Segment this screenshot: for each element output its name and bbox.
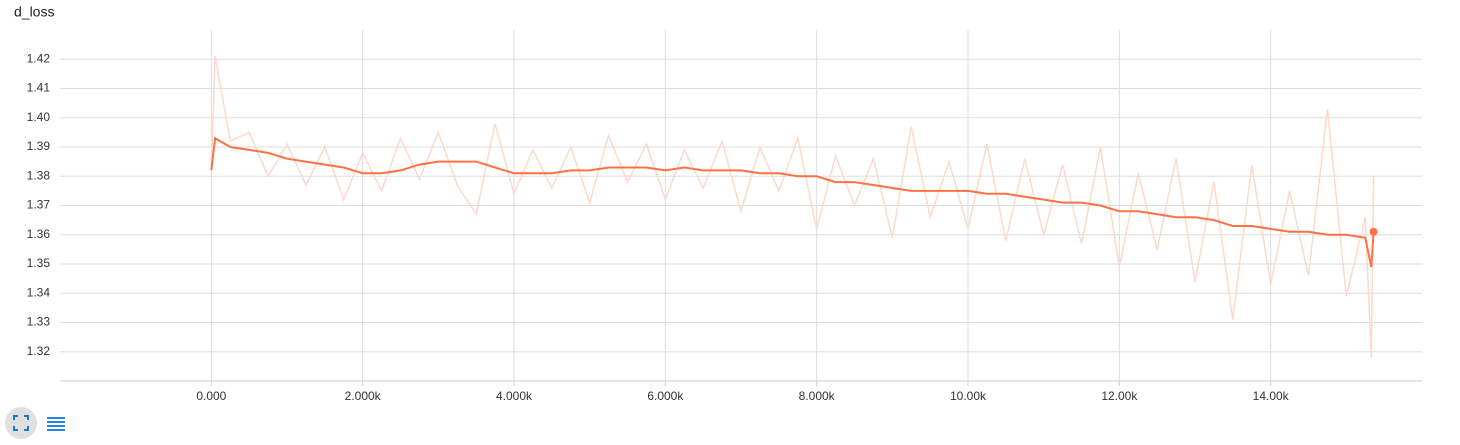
fullscreen-button[interactable] (5, 407, 37, 439)
y-tick-label: 1.33 (27, 315, 51, 329)
x-tick-label: 2.000k (345, 389, 382, 403)
y-tick-label: 1.37 (27, 198, 51, 212)
y-tick-label: 1.39 (27, 139, 51, 153)
x-tick-label: 0.000 (196, 389, 226, 403)
y-tick-label: 1.35 (27, 256, 51, 270)
x-tick-label: 14.00k (1253, 389, 1290, 403)
y-tick-label: 1.41 (27, 81, 51, 95)
x-tick-label: 8.000k (799, 389, 836, 403)
data-table-button[interactable] (47, 417, 65, 431)
x-tick-label: 6.000k (647, 389, 684, 403)
y-tick-label: 1.42 (27, 51, 51, 65)
series-line (210, 56, 1375, 358)
list-icon (47, 417, 65, 431)
button-bg (5, 407, 37, 439)
y-tick-label: 1.38 (27, 168, 51, 182)
x-tick-label: 12.00k (1101, 389, 1138, 403)
y-tick-label: 1.40 (27, 110, 51, 124)
y-tick-label: 1.34 (27, 285, 51, 299)
y-tick-label: 1.32 (27, 344, 51, 358)
y-tick-label: 1.36 (27, 227, 51, 241)
chart-title: d_loss (14, 4, 54, 20)
x-tick-label: 10.00k (950, 389, 987, 403)
fullscreen-icon (13, 415, 29, 431)
last-point (1369, 227, 1378, 236)
series-line (210, 136, 1375, 268)
x-tick-label: 4.000k (496, 389, 533, 403)
